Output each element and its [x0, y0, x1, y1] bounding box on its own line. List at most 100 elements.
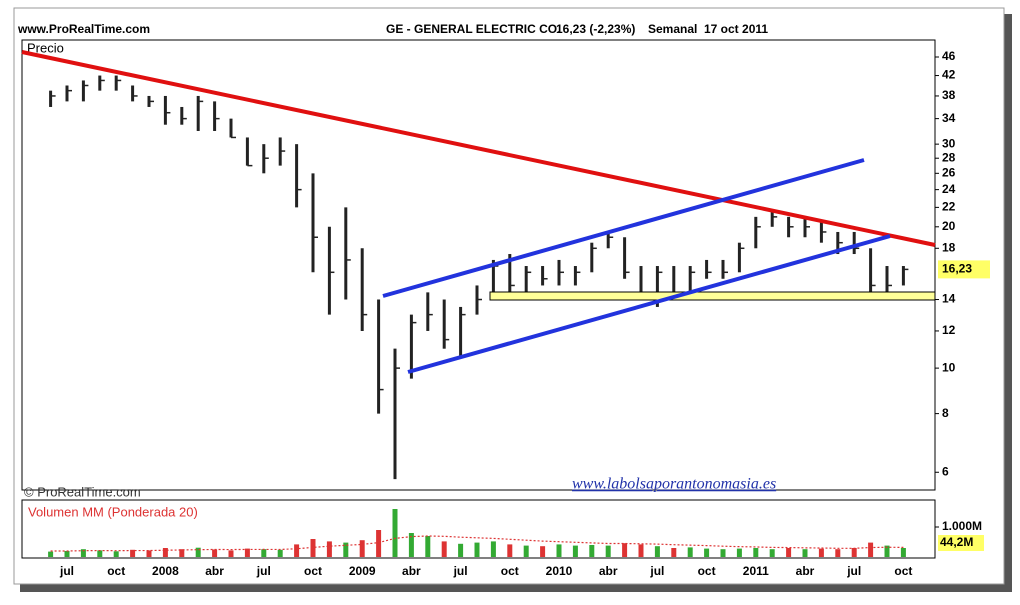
x-tick-label: oct [698, 564, 716, 578]
x-tick-label: abr [205, 564, 224, 578]
x-tick-label: jul [256, 564, 271, 578]
x-tick-label: abr [402, 564, 421, 578]
volume-bar [80, 549, 86, 557]
volume-bar [851, 548, 857, 557]
volume-bar [261, 549, 267, 557]
volume-bar [704, 548, 710, 557]
annotations [21, 50, 936, 374]
current-label-box [938, 535, 984, 551]
x-tick-label: oct [107, 564, 125, 578]
volume-bar [162, 548, 168, 557]
y-tick-label: 34 [942, 111, 956, 125]
source: www.ProRealTime.com [17, 22, 150, 36]
volume-bar [359, 540, 365, 557]
volume-bar [130, 549, 136, 557]
volume-bar [786, 548, 792, 557]
volume-title: Volumen MM (Ponderada 20) [28, 504, 198, 519]
x-tick-label: jul [59, 564, 74, 578]
y-tick-label: 10 [942, 360, 956, 374]
y-tick-label: 12 [942, 323, 956, 337]
volume-bar [310, 539, 316, 557]
price-panel [21, 39, 936, 491]
x-tick-label: jul [649, 564, 664, 578]
y-tick-label: 30 [942, 136, 956, 150]
volume-bar [753, 548, 759, 557]
channel-lower [407, 234, 891, 374]
volume-bar [654, 546, 660, 557]
volume-bar [277, 549, 283, 557]
volume-bar [376, 530, 382, 557]
x-tick-label: 2009 [349, 564, 376, 578]
period: Semanal [648, 22, 697, 36]
volume-bar [425, 536, 431, 557]
y-tick-label: 46 [942, 49, 956, 63]
x-tick-label: jul [453, 564, 468, 578]
volume-bar [490, 541, 496, 557]
volume-bar [572, 545, 578, 557]
y-tick-label: 24 [942, 182, 956, 196]
volume-bar [589, 545, 595, 557]
y-tick-label: 18 [942, 240, 956, 254]
volume-bar [195, 547, 201, 557]
volume-bar [326, 541, 332, 557]
volume-bar [441, 541, 447, 557]
volume-bar [671, 548, 677, 557]
volume-bar [408, 533, 414, 557]
volume-bar [392, 509, 398, 557]
support-band [489, 291, 936, 301]
volume-bar [720, 549, 726, 557]
volume-bar [622, 543, 628, 557]
volume-bar [294, 544, 300, 557]
volume-bar [736, 548, 742, 557]
x-tick-label: 2008 [152, 564, 179, 578]
x-tick-label: 2011 [743, 564, 769, 578]
volume-bar [818, 548, 824, 557]
x-tick-label: oct [304, 564, 322, 578]
y-tick-label: 28 [942, 150, 956, 164]
last-label-box [938, 260, 990, 279]
watermark: www.labolsaporantonomasia.es [572, 476, 776, 493]
y-tick-label: 8 [942, 406, 949, 420]
volume-bar [458, 543, 464, 557]
date: 17 oct 2011 [704, 22, 768, 36]
y-tick-label: 1.000M [942, 519, 982, 533]
volume-bar [868, 542, 874, 557]
y-tick-label: 6 [942, 464, 949, 478]
volume-bar [48, 551, 54, 557]
channel-upper [382, 158, 865, 298]
y-tick-label: 42 [942, 68, 956, 82]
volume-bar [556, 544, 562, 557]
volume-bar [343, 542, 349, 557]
y-tick-label: 14 [942, 292, 956, 306]
volume-bar [244, 548, 250, 557]
y-tick-label: 22 [942, 200, 956, 214]
volume-bar [523, 545, 529, 557]
volume-bar [900, 548, 906, 557]
trendline [21, 50, 936, 247]
current-label: 44,2M [940, 535, 973, 549]
volume-bar [474, 542, 480, 557]
volume-bar [507, 544, 513, 557]
x-tick-label: oct [501, 564, 519, 578]
x-tick-label: abr [796, 564, 815, 578]
volume-bar [802, 549, 808, 557]
copyright: © ProRealTime.com [24, 484, 141, 499]
volume-bar [687, 547, 693, 557]
volume-bar [113, 551, 119, 557]
x-tick-label: jul [846, 564, 861, 578]
volume-bar [64, 551, 70, 557]
volume-bar [146, 550, 152, 557]
x-tick-label: oct [894, 564, 912, 578]
volume-bar [884, 545, 890, 557]
last-label: 16,23 [942, 262, 972, 276]
chart-title: GE - GENERAL ELECTRIC CO. [386, 22, 560, 36]
volume-bar [97, 550, 103, 557]
volume-bar [212, 549, 218, 557]
x-tick-label: 2010 [546, 564, 573, 578]
volume-bar [605, 545, 611, 557]
y-tick-label: 20 [942, 219, 956, 233]
volume-bar [769, 549, 775, 557]
volume-bar [228, 550, 234, 557]
